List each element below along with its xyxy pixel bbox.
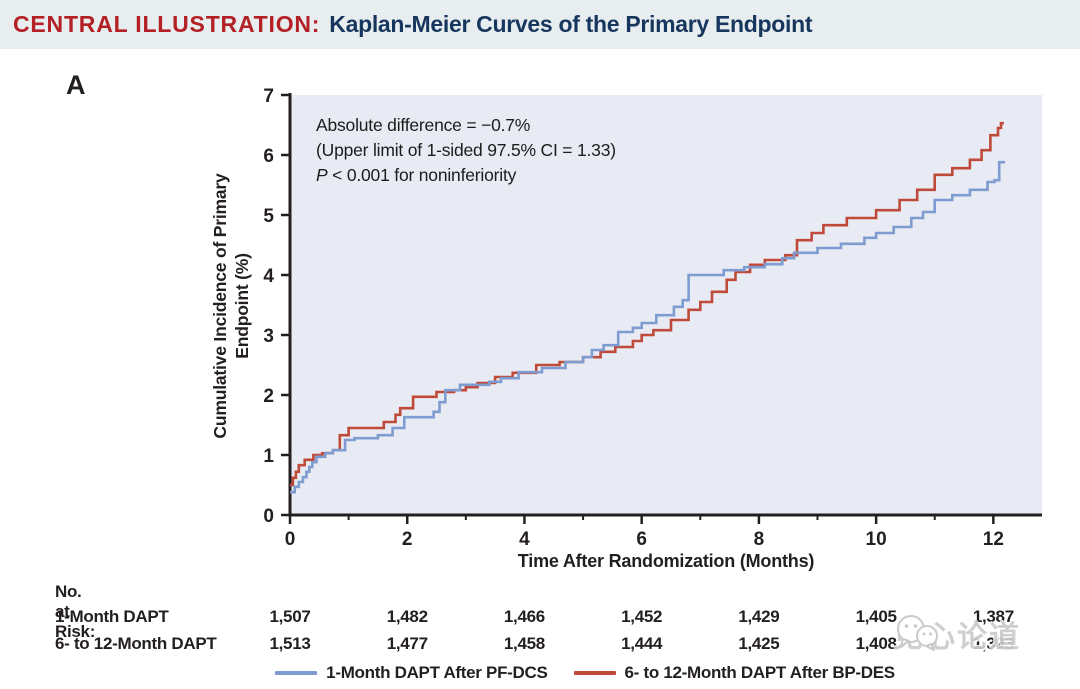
risk-cell: 1,477 xyxy=(386,634,428,653)
risk-cell: 1,387 xyxy=(972,607,1014,626)
x-tick-label: 4 xyxy=(519,529,530,550)
x-tick-label: 0 xyxy=(285,529,296,550)
header-kicker: CENTRAL ILLUSTRATION: xyxy=(13,11,321,37)
legend-line-swatch xyxy=(275,671,318,675)
risk-cell: 1,405 xyxy=(855,607,897,626)
risk-row-label: 6- to 12-Month DAPT xyxy=(55,634,217,653)
legend-item: 1-Month DAPT After PF-DCS xyxy=(275,663,548,683)
y-tick-label: 7 xyxy=(263,86,274,107)
chart-legend: 1-Month DAPT After PF-DCS 6- to 12-Month … xyxy=(200,663,970,683)
plot-area xyxy=(290,95,1042,515)
panel-label-a: A xyxy=(66,70,86,100)
x-tick-label: 6 xyxy=(636,529,647,550)
wechat-icon xyxy=(897,615,938,651)
risk-cell: 1,408 xyxy=(855,634,897,653)
header-title: Kaplan-Meier Curves of the Primary Endpo… xyxy=(329,11,813,37)
x-tick-label: 12 xyxy=(983,529,1004,550)
annotation-line-1: Absolute difference = −0.7% xyxy=(316,115,531,135)
legend-line-swatch xyxy=(573,671,616,675)
y-axis-title: Cumulative Incidence of Primary Endpoint… xyxy=(210,173,252,439)
risk-row-label: 1-Month DAPT xyxy=(55,607,169,626)
y-tick-label: 0 xyxy=(263,506,274,527)
watermark: 见心论道 xyxy=(893,612,1021,656)
risk-cell: 1,425 xyxy=(738,634,780,653)
x-axis-title: Time After Randomization (Months) xyxy=(517,551,815,571)
risk-table-title: No. at Risk: xyxy=(55,582,96,641)
x-tick-label: 2 xyxy=(402,529,413,550)
y-tick-label: 5 xyxy=(263,206,274,227)
legend-label: 6- to 12-Month DAPT After BP-DES xyxy=(624,663,896,682)
risk-cell: 1,429 xyxy=(738,607,780,626)
annotation-line-3: P < 0.001 for noninferiority xyxy=(316,163,616,188)
annotation-line-2: (Upper limit of 1-sided 97.5% CI = 1.33) xyxy=(316,140,616,160)
risk-cell: 1,482 xyxy=(386,607,428,626)
p-value-symbol: P xyxy=(316,165,328,185)
risk-cell: 1,458 xyxy=(503,634,545,653)
y-tick-label: 3 xyxy=(263,326,274,347)
risk-cell: 1,444 xyxy=(621,634,663,653)
legend-item: 6- to 12-Month DAPT After BP-DES xyxy=(573,663,896,683)
risk-cell: 1,393 xyxy=(972,634,1014,653)
y-tick-label: 6 xyxy=(263,146,274,167)
y-tick-label: 4 xyxy=(263,266,274,287)
risk-cell: 1,507 xyxy=(269,607,311,626)
risk-cell: 1,513 xyxy=(269,634,311,653)
legend-label: 1-Month DAPT After PF-DCS xyxy=(326,663,548,682)
p-value-text: < 0.001 for noninferiority xyxy=(327,165,517,185)
x-tick-label: 10 xyxy=(866,529,887,550)
figure-header: CENTRAL ILLUSTRATION: Kaplan-Meier Curve… xyxy=(0,0,1080,49)
y-tick-label: 2 xyxy=(263,386,274,407)
x-tick-label: 8 xyxy=(754,529,765,550)
km-curve xyxy=(290,160,1006,494)
stat-annotation: Absolute difference = −0.7% (Upper limit… xyxy=(316,113,616,188)
y-tick-label: 1 xyxy=(263,446,274,467)
risk-cell: 1,452 xyxy=(621,607,663,626)
km-curve xyxy=(290,121,1004,487)
risk-cell: 1,466 xyxy=(503,607,545,626)
